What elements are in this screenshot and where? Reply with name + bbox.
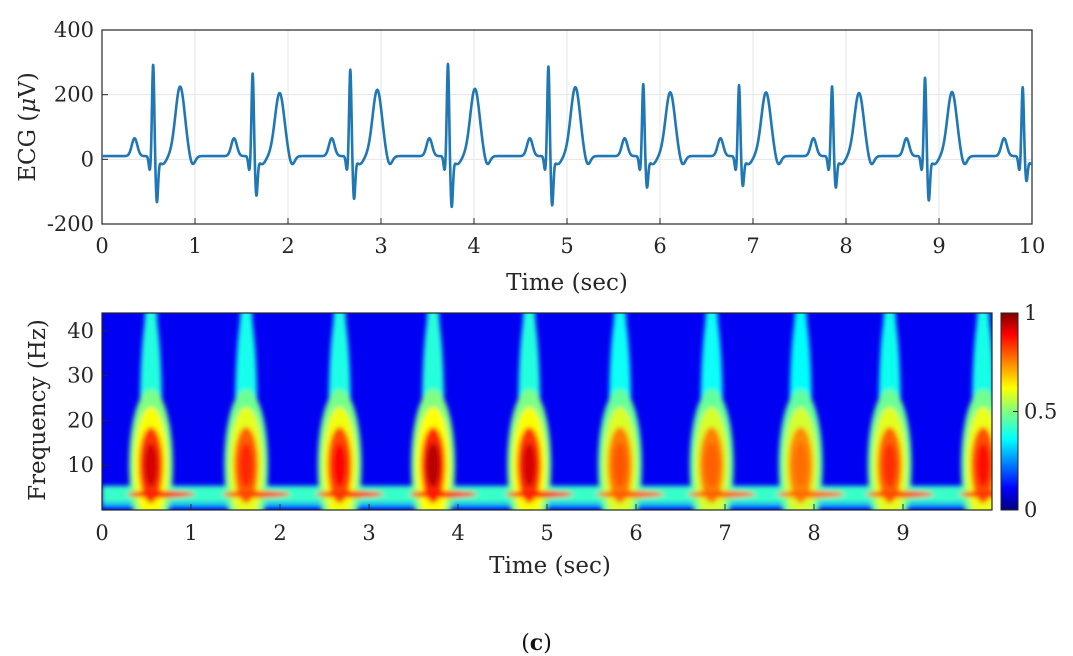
beat-low-freq-spot [865,490,934,498]
ecg-x-tick-label: 6 [653,234,666,258]
beat-energy-core [704,442,719,488]
ecg-x-tick-label: 4 [467,234,480,258]
ecg-y-axis-label-mu: μ [15,98,41,113]
colorbar-ticks: 00.51 [1013,301,1057,522]
ecg-x-tick-label: 9 [932,234,945,258]
colorbar-tick-label: 0.5 [1024,400,1057,424]
panel-label-close: ) [543,631,552,656]
colorbar-tick-label: 1 [1024,301,1037,325]
spectrogram-y-ticks: 10 20 30 40 [67,319,108,477]
colorbar-tick-label: 0 [1024,498,1037,522]
spectrogram-image [102,313,992,510]
spectrogram-x-tick-label: 7 [718,521,731,545]
beat-energy-core [426,442,441,488]
spectrogram-x-tick-label: 9 [896,521,909,545]
ecg-x-tick-label: 2 [281,234,294,258]
ecg-y-tick-label: 0 [81,147,94,171]
ecg-y-tick-label: 400 [54,18,94,42]
ecg-x-tick-label: 7 [746,234,759,258]
ecg-x-tick-label: 3 [374,234,387,258]
beat-low-freq-spot [126,490,195,498]
spectrogram-y-tick-label: 20 [67,408,94,432]
beat-low-freq-spot [687,490,756,498]
beat-low-freq-spot [222,490,291,498]
panel-label-open: ( [521,631,530,656]
spectrogram-x-tick-label: 0 [95,521,108,545]
beat-energy-core [976,442,991,488]
panel-label: (c) [0,630,1073,656]
beat-energy-core [612,442,627,488]
beat-low-freq-spot [959,490,992,498]
ecg-y-ticks: -200 0 200 400 [47,18,108,236]
beat-energy-core [793,442,808,488]
beat-low-freq-spot [776,490,845,498]
ecg-y-tick-label: 200 [54,83,94,107]
spectrogram-y-axis-label: Frequency (Hz) [25,319,51,501]
spectrogram-x-tick-label: 6 [629,521,642,545]
panel-label-letter: c [529,630,544,656]
ecg-signal-line [100,62,1034,209]
beat-low-freq-spot [409,490,478,498]
ecg-y-axis-label-main: ECG ( [15,113,41,182]
spectrogram-x-tick-label: 1 [184,521,197,545]
ecg-x-tick-label: 8 [839,234,852,258]
ecg-x-ticks: 0 1 2 3 4 5 6 7 8 9 10 [95,218,1045,258]
beat-energy-core [332,442,347,488]
spectrogram-x-tick-label: 3 [362,521,375,545]
spectrogram-y-tick-label: 40 [67,319,94,343]
beat-energy-core [882,442,897,488]
beat-energy-core [239,442,254,488]
ecg-x-tick-label: 1 [188,234,201,258]
ecg-grid [102,30,1032,224]
spectrogram-x-tick-label: 5 [540,521,553,545]
beat-energy-core [143,442,158,488]
ecg-y-axis-label: ECG (μV) [15,72,41,182]
ecg-x-tick-label: 10 [1019,234,1046,258]
spectrogram-x-ticks: 0 1 2 3 4 5 6 7 8 9 [95,504,910,545]
spectrogram-energy [102,313,992,510]
beat-energy-core [522,442,537,488]
ecg-x-axis-label: Time (sec) [506,270,628,296]
spectrogram-x-tick-label: 2 [273,521,286,545]
ecg-y-tick-label: -200 [47,212,94,236]
spectrogram-y-tick-label: 10 [67,453,94,477]
spectrogram-x-axis-label: Time (sec) [489,553,611,579]
beat-low-freq-spot [315,490,384,498]
beat-low-freq-spot [505,490,574,498]
ecg-y-axis-label-unit: V) [15,72,41,99]
ecg-x-tick-label: 5 [560,234,573,258]
spectrogram-x-tick-label: 8 [807,521,820,545]
spectrogram-y-tick-label: 30 [67,364,94,388]
ecg-x-tick-label: 0 [95,234,108,258]
beat-low-freq-spot [595,490,664,498]
spectrogram-x-tick-label: 4 [451,521,464,545]
